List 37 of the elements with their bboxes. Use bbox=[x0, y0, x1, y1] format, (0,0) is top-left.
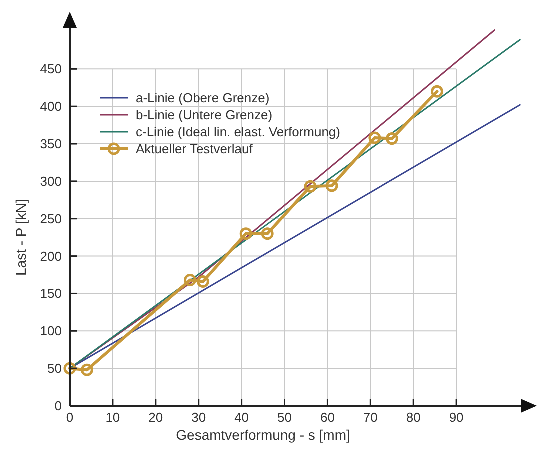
point bbox=[326, 180, 338, 192]
point bbox=[368, 132, 382, 144]
y-tick-label: 300 bbox=[40, 174, 62, 189]
x-tick-label: 90 bbox=[449, 410, 464, 425]
legend-label: c-Linie (Ideal lin. elast. Verformung) bbox=[136, 124, 340, 140]
y-tick-label: 200 bbox=[40, 248, 62, 264]
x-axis-title: Gesamtverformung - s [mm] bbox=[176, 427, 350, 443]
point bbox=[184, 274, 197, 286]
y-tick-label: 250 bbox=[40, 211, 62, 226]
x-tick-label: 40 bbox=[234, 410, 250, 425]
y-tick-label: 100 bbox=[40, 324, 62, 339]
x-tick-label: 10 bbox=[106, 410, 120, 425]
point bbox=[261, 228, 274, 240]
legend-label: Aktueller Testverlauf bbox=[136, 142, 254, 156]
x-tick-label: 30 bbox=[192, 410, 206, 425]
point bbox=[430, 85, 444, 98]
point bbox=[304, 180, 317, 193]
y-tick-label: 50 bbox=[48, 361, 62, 376]
x-tick-label: 60 bbox=[320, 410, 335, 425]
legend-label: b-Linie (Untere Grenze) bbox=[136, 108, 273, 122]
point bbox=[64, 362, 76, 375]
y-tick-label: 350 bbox=[40, 136, 62, 152]
y-tick-label: 450 bbox=[40, 62, 62, 77]
point bbox=[386, 132, 398, 146]
y-axis-title: Last - P [kN] bbox=[13, 199, 29, 276]
y-tick-label: 0 bbox=[54, 398, 62, 414]
x-tick-label: 80 bbox=[406, 410, 421, 425]
x-tick-label: 0 bbox=[66, 410, 74, 425]
point bbox=[196, 275, 210, 288]
legend-label: a-Linie (Obere Grenze) bbox=[136, 90, 270, 106]
point bbox=[80, 364, 94, 376]
y-tick-label: 150 bbox=[40, 286, 62, 302]
x-tick-label: 20 bbox=[148, 410, 164, 425]
x-tick-label: 50 bbox=[278, 410, 292, 425]
x-tick-label: 70 bbox=[363, 410, 378, 425]
y-tick-label: 400 bbox=[40, 99, 62, 114]
point bbox=[240, 228, 252, 240]
